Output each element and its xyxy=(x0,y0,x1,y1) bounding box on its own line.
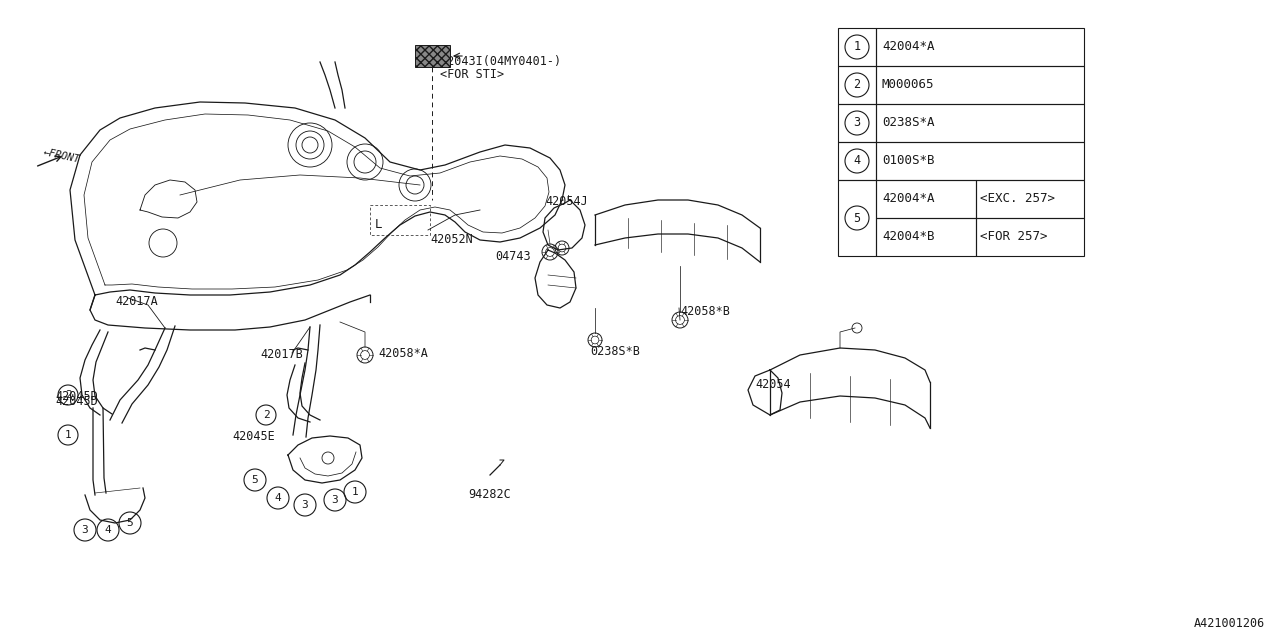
Text: 42054J: 42054J xyxy=(545,195,588,208)
Text: 94282C: 94282C xyxy=(468,488,511,501)
Text: 4: 4 xyxy=(105,525,111,535)
Text: <EXC. 257>: <EXC. 257> xyxy=(980,193,1055,205)
Text: 1: 1 xyxy=(854,40,860,54)
Text: 42017B: 42017B xyxy=(260,348,303,361)
Bar xyxy=(876,180,977,218)
Text: 04743: 04743 xyxy=(495,250,531,263)
Text: 0238S*A: 0238S*A xyxy=(882,116,934,129)
Text: 1: 1 xyxy=(352,487,358,497)
Bar xyxy=(838,66,876,104)
Bar xyxy=(838,28,876,66)
Text: L: L xyxy=(375,218,383,231)
Text: <FOR 257>: <FOR 257> xyxy=(980,230,1047,243)
Text: 1: 1 xyxy=(64,430,72,440)
Text: 2: 2 xyxy=(854,79,860,92)
Bar xyxy=(876,66,1084,104)
Text: 3: 3 xyxy=(302,500,308,510)
Bar xyxy=(977,180,1084,218)
Text: 42004*A: 42004*A xyxy=(882,40,934,54)
Text: <FOR STI>: <FOR STI> xyxy=(440,68,504,81)
Text: 3: 3 xyxy=(82,525,88,535)
Text: 5: 5 xyxy=(854,211,860,225)
Bar xyxy=(876,28,1084,66)
Text: 0238S*B: 0238S*B xyxy=(590,345,640,358)
Text: 42058*B: 42058*B xyxy=(680,305,730,318)
Text: 42045D: 42045D xyxy=(55,395,97,408)
Text: 4: 4 xyxy=(854,154,860,168)
Text: 42004*B: 42004*B xyxy=(882,230,934,243)
Bar xyxy=(876,142,1084,180)
Bar xyxy=(876,218,977,256)
Text: 42004*A: 42004*A xyxy=(882,193,934,205)
Bar xyxy=(838,180,876,256)
Bar xyxy=(838,142,876,180)
Text: 2: 2 xyxy=(64,390,72,400)
Bar xyxy=(977,218,1084,256)
Text: 42052N: 42052N xyxy=(430,233,472,246)
Text: 42045E: 42045E xyxy=(232,430,275,443)
Text: 42054: 42054 xyxy=(755,378,791,391)
Text: 42017A: 42017A xyxy=(115,295,157,308)
Text: A421001206: A421001206 xyxy=(1194,617,1265,630)
Text: 3: 3 xyxy=(854,116,860,129)
Text: 0100S*B: 0100S*B xyxy=(882,154,934,168)
Text: 42045D: 42045D xyxy=(55,390,97,403)
Text: 42043I(04MY0401-): 42043I(04MY0401-) xyxy=(440,55,561,68)
Text: 4: 4 xyxy=(275,493,282,503)
Text: 5: 5 xyxy=(127,518,133,528)
Text: M000065: M000065 xyxy=(882,79,934,92)
Bar xyxy=(876,104,1084,142)
Text: 2: 2 xyxy=(262,410,269,420)
Text: 3: 3 xyxy=(332,495,338,505)
Bar xyxy=(838,104,876,142)
Text: 42058*A: 42058*A xyxy=(378,347,428,360)
Bar xyxy=(415,45,451,67)
Text: 5: 5 xyxy=(252,475,259,485)
Text: ←FRONT: ←FRONT xyxy=(42,147,81,165)
